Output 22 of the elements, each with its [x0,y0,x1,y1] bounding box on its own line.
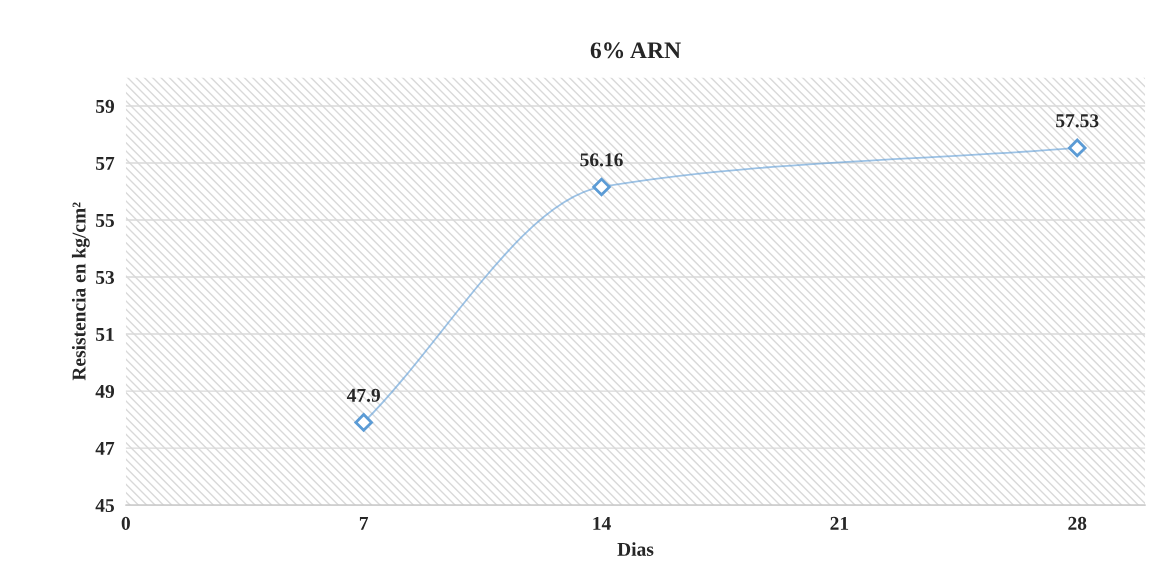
data-label: 56.16 [580,153,623,167]
data-label: 47.9 [346,388,380,402]
y-tick-label: 57 [96,157,115,170]
data-label: 57.53 [1056,114,1099,128]
x-tick-label: 7 [359,516,369,530]
y-tick-label: 53 [96,270,115,284]
x-tick-label: 21 [830,516,849,530]
point [354,413,373,432]
x-tick-label: 14 [593,516,611,530]
y-axis-title: Resistencia en kg/cm² [71,202,90,381]
y-tick-label: 51 [96,327,114,342]
x-axis-title: Dias [617,542,654,556]
point [592,177,611,197]
chart-title: 6% ARN [590,42,681,59]
y-tick-label: 45 [95,499,114,513]
y-tick-label: 55 [96,214,114,227]
point [1067,138,1087,158]
x-tick-label: 0 [121,516,130,530]
x-tick-label: 28 [1068,516,1087,530]
y-tick-label: 47 [95,442,115,455]
y-tick-label: 49 [95,384,115,399]
y-tick-label: 59 [96,99,115,113]
